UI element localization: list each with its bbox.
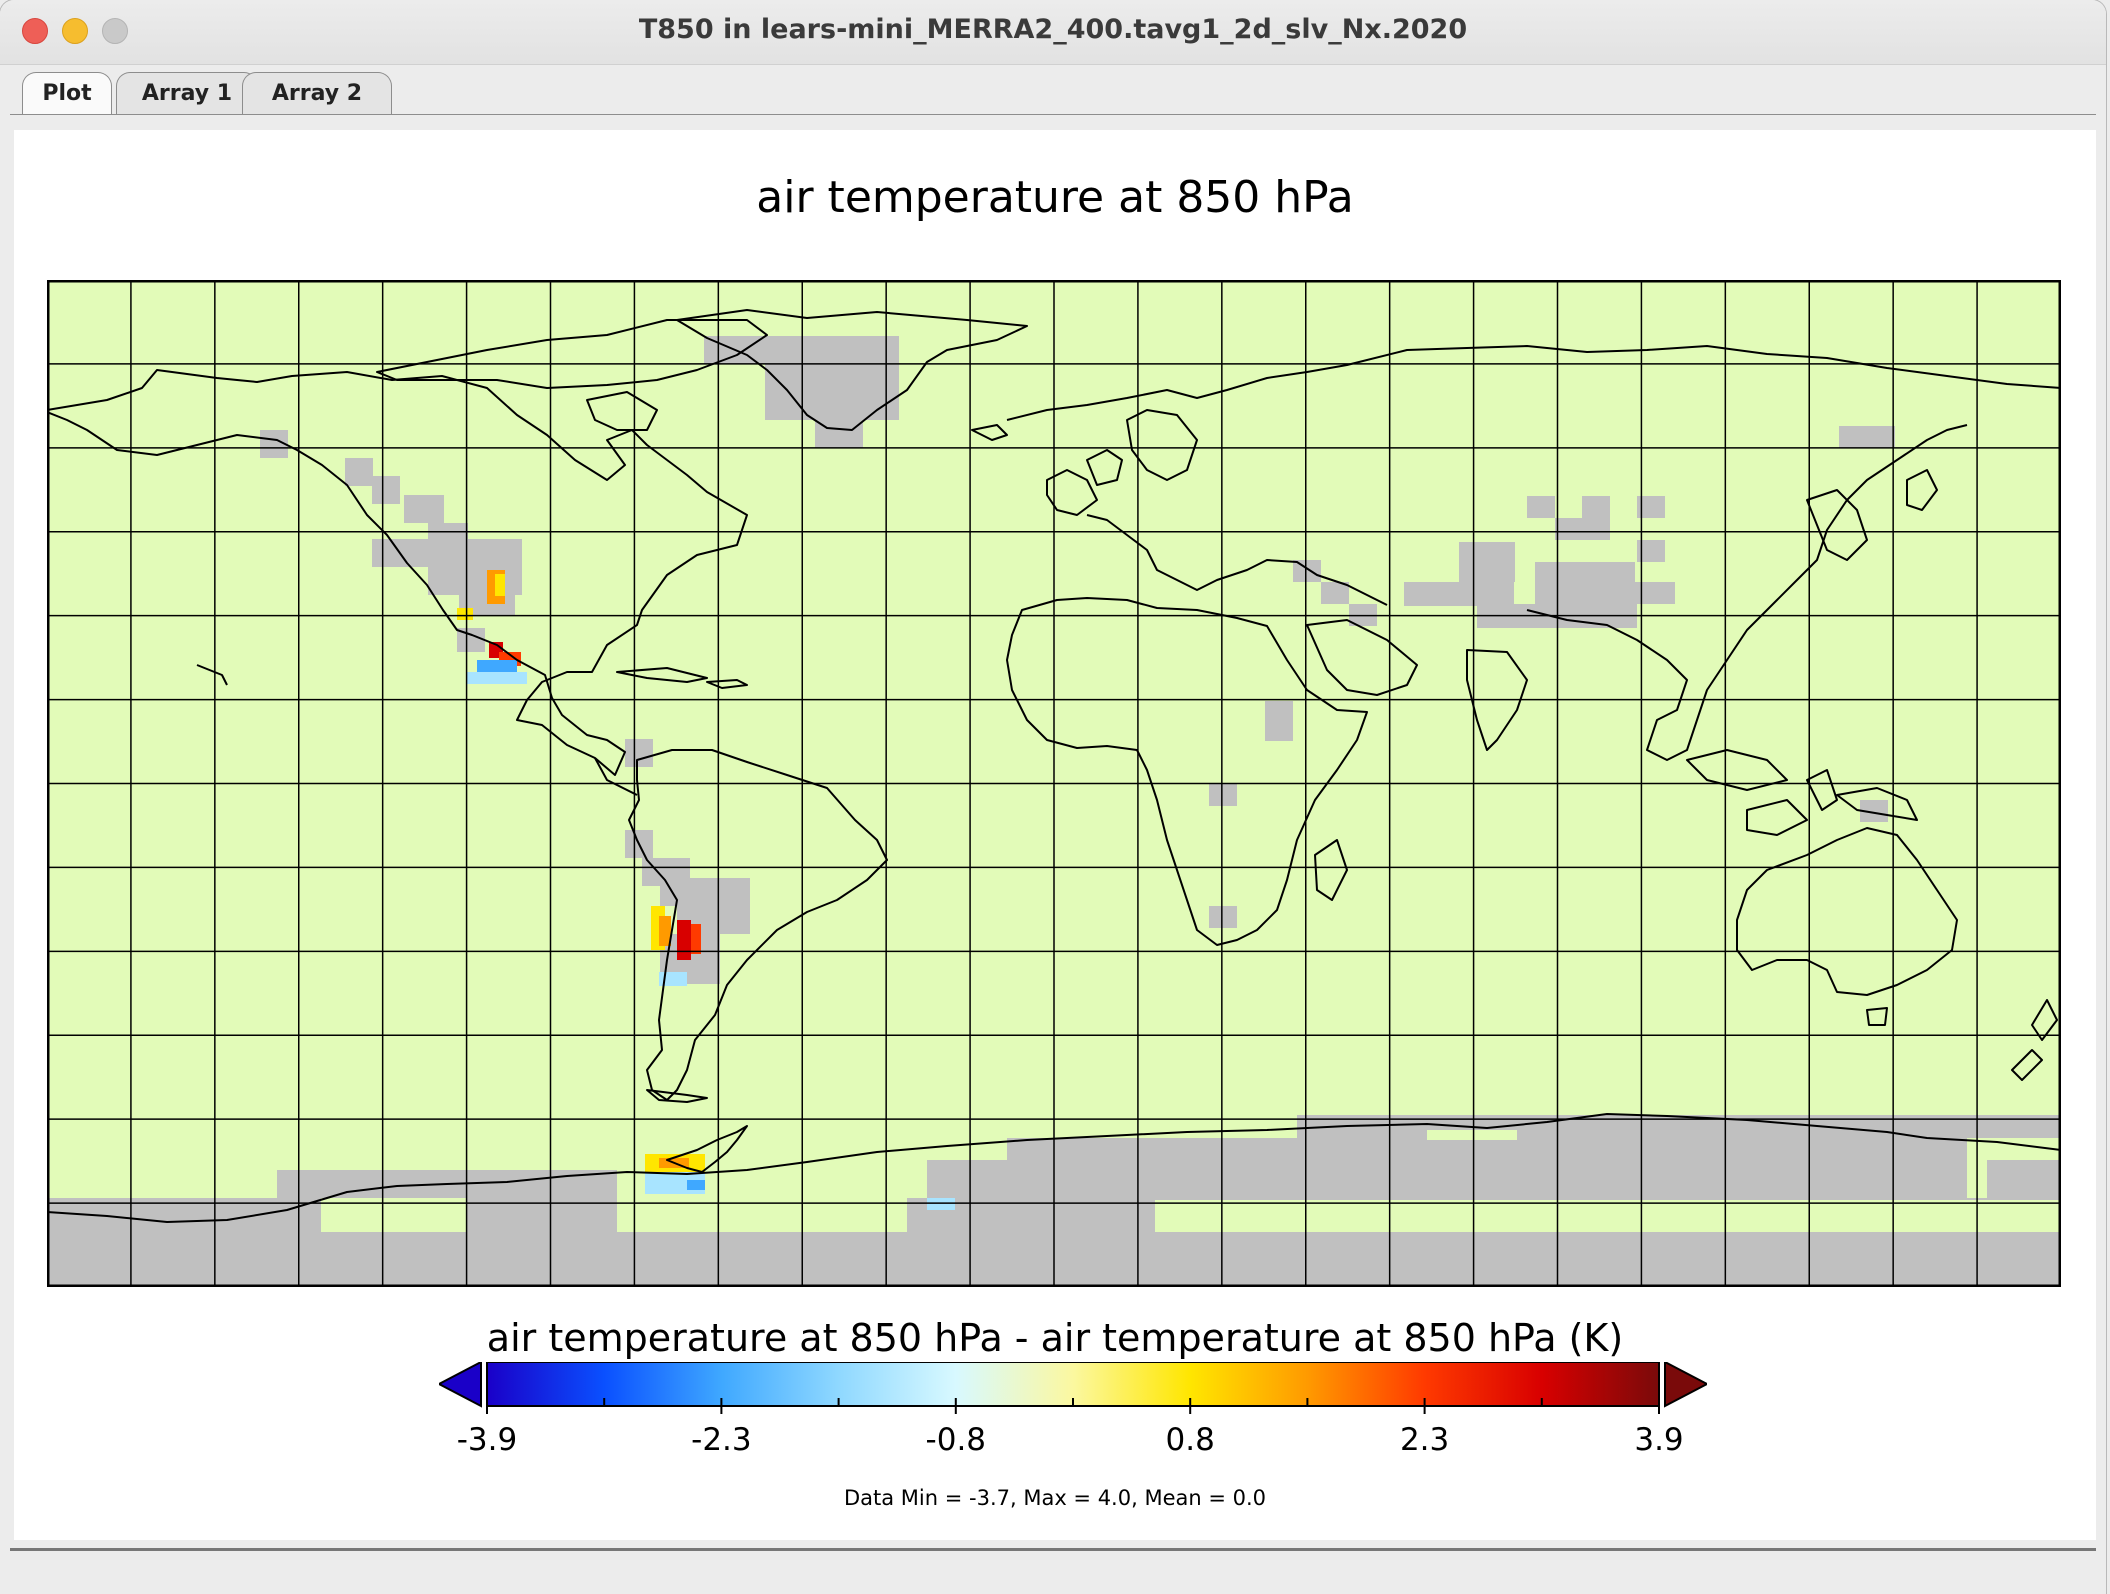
colorbar-tick-label: -0.8 (926, 1422, 987, 1458)
close-button[interactable] (22, 18, 48, 44)
colorbar-over-arrow (1664, 1362, 1707, 1408)
zoom-button[interactable] (102, 18, 128, 44)
plot-panel: air temperature at 850 hPa (14, 130, 2096, 1540)
colorbar-tick-label: 3.9 (1634, 1422, 1683, 1458)
colorbar-tick-label: 0.8 (1166, 1422, 1215, 1458)
anomaly-features (457, 570, 955, 1210)
colorbar-tick-label: 2.3 (1400, 1422, 1449, 1458)
map-frame (47, 280, 2061, 1287)
bottom-scrollbar[interactable] (10, 1548, 2096, 1591)
plot-title: air temperature at 850 hPa (756, 172, 1354, 223)
colorbar-tick-label: -3.9 (457, 1422, 518, 1458)
colorbar-under-arrow (439, 1362, 482, 1408)
colorbar-tick-label: -2.3 (691, 1422, 752, 1458)
minimize-button[interactable] (62, 18, 88, 44)
tab-array-2[interactable]: Array 2 (242, 72, 392, 115)
colorbar-title: air temperature at 850 hPa - air tempera… (486, 1316, 1624, 1360)
tab-plot[interactable]: Plot (22, 72, 112, 115)
window-title: T850 in lears-mini_MERRA2_400.tavg1_2d_s… (638, 14, 1468, 45)
map-plot[interactable] (47, 280, 2061, 1287)
colorbar: -3.9 -2.3 -0.8 0.8 2.3 3.9 (439, 1362, 1707, 1458)
tab-array-1[interactable]: Array 1 (116, 72, 258, 115)
tab-divider (10, 114, 2096, 115)
graticule (47, 280, 2061, 1287)
title-bar[interactable]: T850 in lears-mini_MERRA2_400.tavg1_2d_s… (0, 0, 2106, 65)
data-stats: Data Min = -3.7, Max = 4.0, Mean = 0.0 (843, 1486, 1267, 1510)
